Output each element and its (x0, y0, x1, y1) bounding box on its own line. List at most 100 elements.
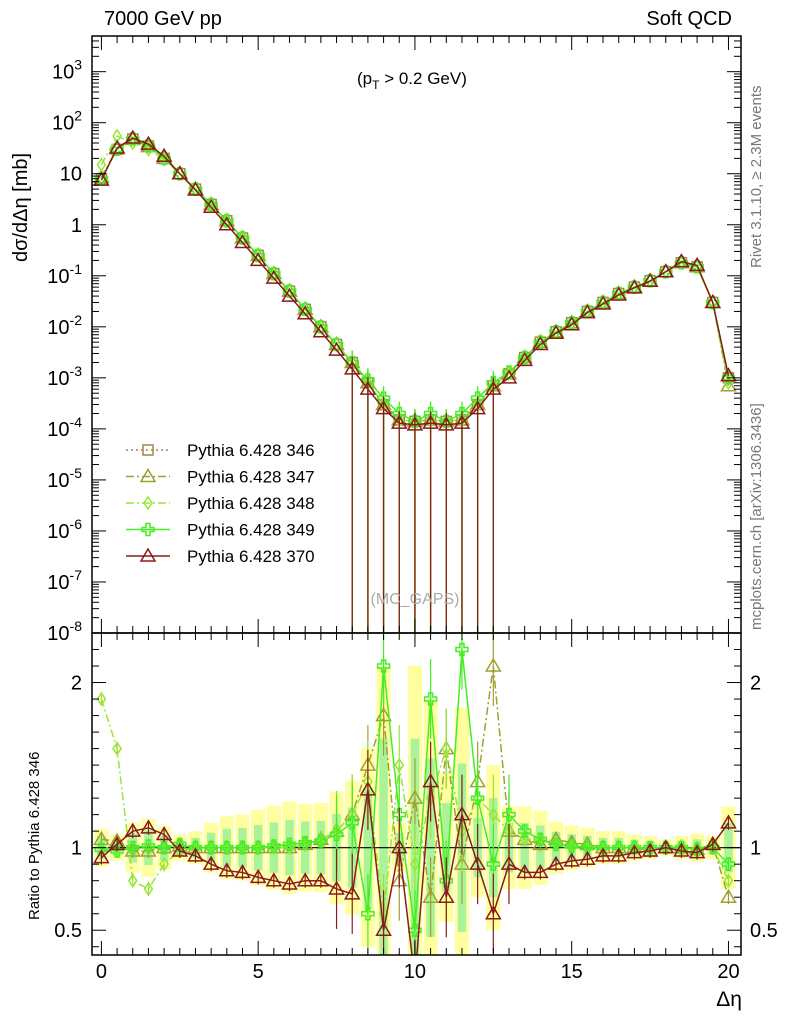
main-data-point (439, 414, 454, 429)
ratio-data-point (220, 840, 234, 855)
ratio-data-point (643, 840, 657, 855)
ratio-frame (91, 632, 742, 956)
main-data-point (594, 295, 612, 310)
ratio-data-point (410, 856, 420, 872)
ratio-data-point (485, 657, 502, 672)
main-data-point (171, 165, 189, 180)
ratio-data-point (455, 642, 469, 657)
mcplots-label: mcplots.cern.ch [arXiv:1306.3436] (748, 403, 765, 630)
ratio-data-point (500, 855, 518, 870)
ratio-data-point (155, 825, 173, 841)
ratio-data-point (564, 839, 579, 853)
ratio-data-point (659, 840, 673, 855)
ratio-data-point (517, 824, 532, 838)
ratio-data-point (392, 807, 407, 822)
main-data-point (547, 324, 565, 339)
ratio-data-point (502, 807, 516, 822)
main-data-point (626, 279, 643, 294)
ratio-data-point (453, 806, 471, 821)
main-data-point (159, 152, 170, 167)
main-data-point (345, 355, 359, 370)
ratio-data-point (126, 840, 140, 855)
main-data-point (641, 272, 659, 288)
ratio-data-point (720, 888, 737, 903)
ratio-data-point (296, 872, 314, 887)
main-data-point (157, 151, 171, 166)
ratio-data-point (641, 842, 659, 857)
main-data-point (516, 351, 533, 367)
main-y-axis-label: dσ/dΔη [mb] (10, 152, 32, 262)
ratio-data-point (610, 847, 628, 862)
main-data-point (502, 365, 516, 379)
analysis-watermark: (MC_GAPS) (371, 591, 460, 608)
main-data-point (579, 304, 596, 319)
ratio-data-point (251, 840, 265, 855)
legend: Pythia 6.428 346 Pythia 6.428 347 Pythia 6… (126, 441, 315, 566)
main-y-tick-label: 10-2 (47, 312, 82, 339)
main-data-point (485, 380, 502, 395)
main-data-point (390, 414, 408, 429)
x-tick-label: 15 (561, 961, 583, 983)
main-data-point (453, 414, 471, 429)
main-y-tick-label: 102 (52, 108, 82, 135)
ratio-band-inner (379, 738, 388, 955)
ratio-y-axis-label: Ratio to Pythia 6.428 346 (26, 751, 43, 920)
main-data-point (108, 139, 126, 154)
main-y-tick-label: 10-3 (47, 363, 82, 390)
ratio-data-point (173, 837, 187, 852)
legend-marker (139, 468, 157, 483)
ratio-data-point (580, 840, 595, 855)
legend-entry: Pythia 6.428 348 (187, 494, 315, 513)
main-data-point (704, 293, 722, 309)
x-tick-label: 10 (404, 961, 426, 983)
main-plot-area (93, 128, 737, 633)
ratio-y-tick-label-right: 1 (750, 838, 761, 860)
ratio-data-point (329, 827, 344, 842)
ratio-data-point (124, 822, 142, 837)
main-data-point (422, 414, 439, 429)
ratio-data-point (673, 842, 690, 857)
main-data-point (532, 336, 549, 351)
ratio-data-point (159, 856, 170, 872)
ratio-data-point (376, 659, 391, 673)
ratio-data-point (470, 791, 485, 805)
legend-marker (142, 444, 154, 456)
main-data-point (408, 414, 422, 429)
ratio-data-point (486, 857, 501, 871)
ratio-y-tick-label-left: 0.5 (54, 920, 82, 942)
ratio-data-point (721, 857, 736, 871)
ratio-data-point (706, 840, 720, 855)
ratio-data-point (96, 691, 107, 707)
ratio-data-point (690, 842, 704, 857)
ratio-data-point (93, 849, 110, 864)
ratio-data-point (141, 839, 156, 853)
main-data-point (126, 132, 140, 146)
ratio-data-point (547, 855, 565, 870)
main-data-point (312, 323, 330, 338)
main-y-tick-label: 10-6 (47, 516, 82, 543)
ratio-data-point (187, 847, 204, 862)
ratio-data-point (218, 862, 236, 877)
main-y-tick-label: 10 (60, 164, 82, 186)
x-tick-label: 20 (717, 961, 739, 983)
x-tick-label: 5 (253, 961, 264, 983)
ratio-y-tick-label-left: 2 (71, 673, 82, 695)
main-data-point (187, 181, 204, 196)
main-data-point (249, 251, 267, 267)
ratio-data-point (157, 840, 171, 855)
ratio-data-point (423, 692, 438, 706)
ratio-data-point (265, 872, 283, 887)
main-data-point (296, 305, 314, 320)
ratio-plot-area (92, 633, 741, 955)
ratio-data-point (488, 807, 499, 822)
ratio-data-point (688, 844, 706, 859)
ratio-data-point (234, 863, 251, 879)
ratio-data-point (563, 852, 581, 867)
main-data-point (218, 216, 236, 231)
ratio-data-point (235, 840, 250, 855)
main-data-point (486, 376, 501, 390)
main-frame (91, 35, 742, 634)
main-data-point (124, 129, 142, 144)
ratio-data-point (281, 875, 298, 890)
main-y-tick-label: 10-7 (47, 567, 82, 594)
